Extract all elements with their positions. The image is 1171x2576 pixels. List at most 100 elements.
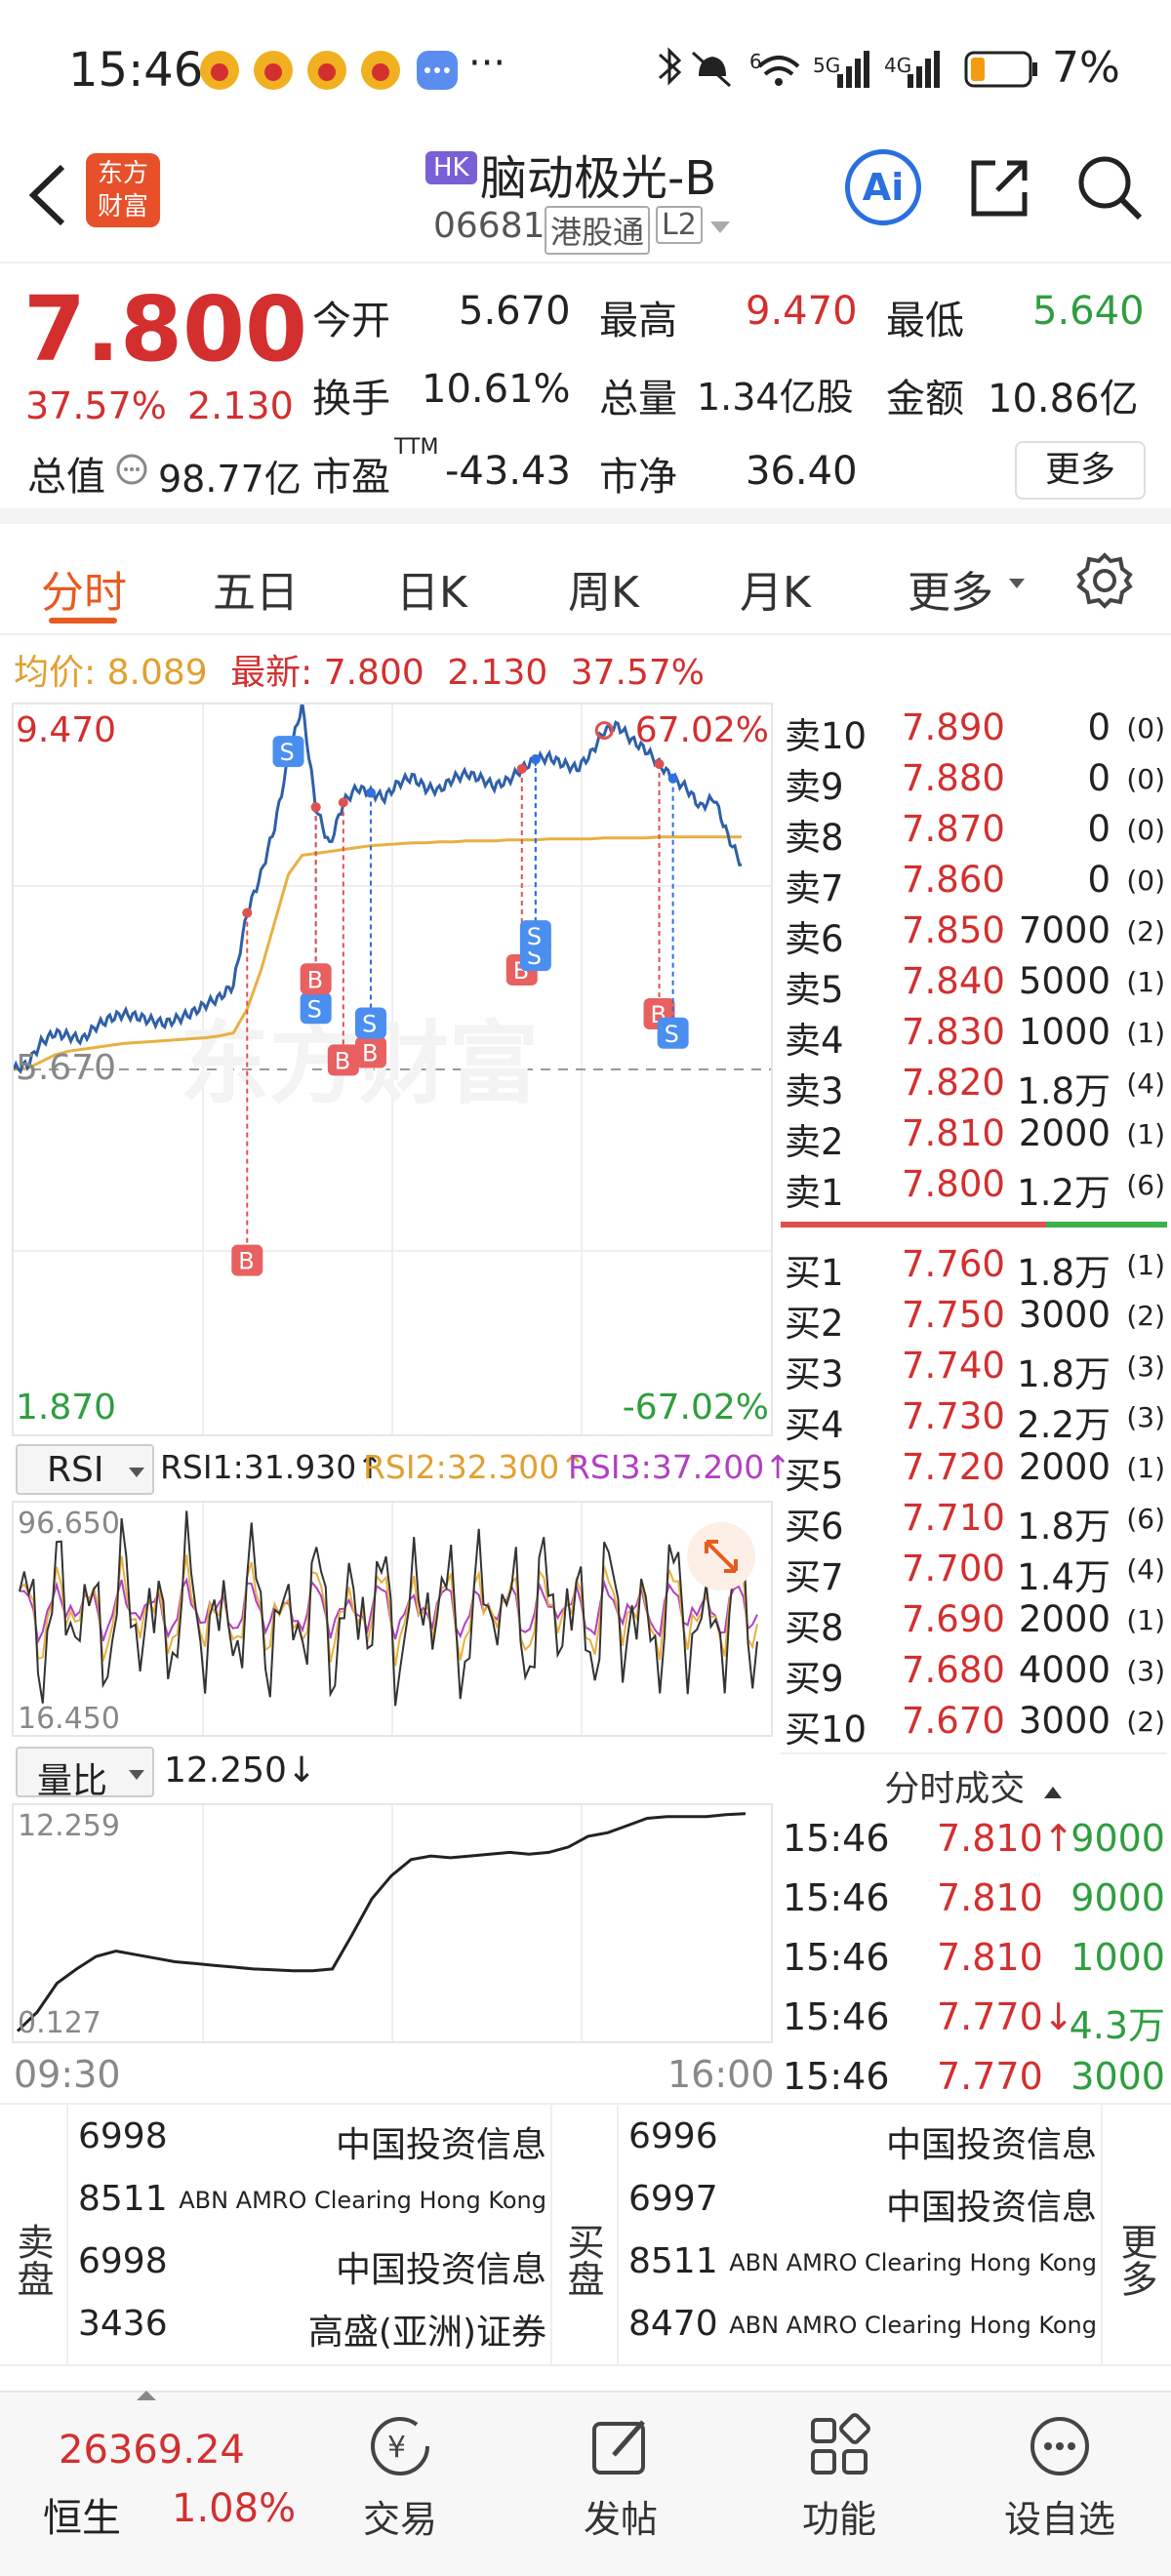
marker-label: B [238,1248,254,1275]
weibo-icon [200,51,458,90]
bid-row[interactable]: 买3 7.740 1.8万 (3) [781,1345,1167,1395]
low-label: 最低 [886,299,964,343]
trade-icon: ¥ [371,2417,429,2475]
trade-button[interactable]: ¥ 交易 [342,2412,459,2543]
search-icon[interactable] [1073,151,1146,223]
tick-row: 15:46 7.810 1000 [781,1936,1167,1994]
sell-broker-row[interactable]: 8511 ABN AMRO Clearing Hong Kong [78,2175,546,2232]
ai-button[interactable]: Ai [845,149,921,225]
bid-row[interactable]: 买2 7.750 3000 (2) [781,1294,1167,1345]
bid-row[interactable]: 买6 7.710 1.8万 (6) [781,1497,1167,1548]
bid-row[interactable]: 买10 7.670 3000 (2) [781,1700,1167,1751]
ask-row[interactable]: 卖3 7.820 1.8万 (4) [781,1062,1167,1112]
volratio-selector[interactable]: 量比 [16,1747,154,1801]
ticks-collapse-icon[interactable] [1042,1785,1064,1800]
tab-weekly-k[interactable]: 周K [568,568,639,618]
share-icon[interactable] [966,153,1034,221]
sell-broker-row[interactable]: 6998 中国投资信息 [78,2113,546,2169]
volratio-max-label: 12.259 [18,1809,120,1843]
bid-row[interactable]: 买9 7.680 4000 (3) [781,1649,1167,1700]
info-icon[interactable] [115,453,148,486]
ob-level: 卖9 [785,766,844,808]
ob-price: 7.890 [902,706,1005,748]
rsi-selector[interactable]: RSI [16,1444,154,1495]
tick-time: 15:46 [783,1995,890,2038]
pct-max-label: 67.02% [634,710,769,750]
ask-row[interactable]: 卖9 7.880 0 (0) [781,757,1167,808]
ob-count: (1) [1126,1017,1165,1049]
broker-name: 中国投资信息 [885,2188,1097,2228]
bid-row[interactable]: 买5 7.720 2000 (1) [781,1446,1167,1497]
ask-row[interactable]: 卖7 7.860 0 (0) [781,859,1167,909]
more-button[interactable]: 更多 [1015,441,1146,500]
ob-count: (2) [1126,1706,1165,1738]
settings-icon[interactable] [1075,551,1134,610]
back-icon[interactable] [21,161,70,229]
post-button[interactable]: 发帖 [562,2412,679,2543]
rsi2-line [19,1554,758,1667]
tab-more[interactable]: 更多 [908,568,993,618]
ob-count: (3) [1126,1401,1165,1433]
bid-row[interactable]: 买7 7.700 1.4万 (4) [781,1548,1167,1598]
trade-point [242,907,253,918]
ask-row[interactable]: 卖10 7.890 0 (0) [781,706,1167,757]
tab-more-dropdown-icon[interactable] [1007,577,1027,590]
bid-row[interactable]: 买1 7.760 1.8万 (1) [781,1243,1167,1294]
tab-five-day[interactable]: 五日 [213,568,299,618]
volume-label: 总量 [599,377,677,422]
svg-text:4G: 4G [884,54,911,77]
rsi-dropdown-icon[interactable] [127,1466,146,1479]
function-button[interactable]: 功能 [781,2412,898,2543]
buy-broker-row[interactable]: 6996 中国投资信息 [628,2113,1097,2169]
ob-volume: 1.2万 [1017,1172,1110,1214]
add-watchlist-button[interactable]: 设自选 [991,2412,1128,2543]
ask-row[interactable]: 卖1 7.800 1.2万 (6) [781,1163,1167,1214]
ask-row[interactable]: 卖8 7.870 0 (0) [781,808,1167,859]
hsi-value[interactable]: 26369.24 [59,2428,245,2473]
broker-name: 中国投资信息 [335,2250,546,2290]
broker-id: 8511 [78,2179,168,2219]
ticks-header[interactable]: 分时成交 [781,1752,1167,1809]
ask-row[interactable]: 卖4 7.830 1000 (1) [781,1011,1167,1062]
rsi-chart[interactable]: 96.650 16.450 [12,1501,773,1737]
tab-daily-k[interactable]: 日K [396,568,467,618]
tick-volume: 3000 [1070,2055,1165,2098]
tab-intraday[interactable]: 分时 [41,568,127,618]
trade-point [338,797,348,808]
turnover-value: 10.61% [422,367,571,412]
volratio-dropdown-icon[interactable] [127,1768,146,1782]
ob-level: 买10 [785,1709,868,1751]
ob-level: 卖2 [785,1121,844,1163]
broker-more-button[interactable]: 更多 [1101,2105,1171,2366]
index-expand-icon[interactable] [135,2389,158,2402]
rsi-chart-svg [19,1503,758,1735]
status-time: 15:46 [68,43,204,98]
volratio-chart[interactable]: 12.259 0.127 [12,1803,773,2043]
ob-level: 买2 [785,1303,844,1345]
dropdown-icon[interactable] [708,220,732,235]
ask-row[interactable]: 卖2 7.810 2000 (1) [781,1112,1167,1163]
buy-broker-row[interactable]: 8511 ABN AMRO Clearing Hong Kong [628,2237,1097,2294]
stock-name[interactable]: 脑动极光-B [480,151,717,206]
chat-dots-icon [1030,2417,1089,2475]
ask-row[interactable]: 卖5 7.840 5000 (1) [781,960,1167,1011]
expand-button[interactable] [687,1522,755,1590]
ob-price: 7.690 [902,1598,1005,1640]
tab-monthly-k[interactable]: 月K [740,568,811,618]
broker-name: 中国投资信息 [335,2125,546,2165]
bid-row[interactable]: 买4 7.730 2.2万 (3) [781,1395,1167,1446]
ask-row[interactable]: 卖6 7.850 7000 (2) [781,909,1167,960]
avg-price-line [14,835,742,1071]
bid-row[interactable]: 买8 7.690 2000 (1) [781,1598,1167,1649]
hsi-name: 恒生 [43,2496,121,2541]
sell-broker-row[interactable]: 3436 高盛(亚洲)证券 [78,2300,546,2356]
sell-broker-row[interactable]: 6998 中国投资信息 [78,2237,546,2294]
sell-marker [519,920,551,952]
buy-broker-row[interactable]: 6997 中国投资信息 [628,2175,1097,2232]
volume-value: 1.34亿股 [697,376,854,419]
buy-broker-row[interactable]: 8470 ABN AMRO Clearing Hong Kong [628,2300,1097,2356]
tick-price: 7.770 [937,2055,1043,2098]
ob-volume: 0 [1087,808,1110,850]
buy-marker [300,963,332,995]
